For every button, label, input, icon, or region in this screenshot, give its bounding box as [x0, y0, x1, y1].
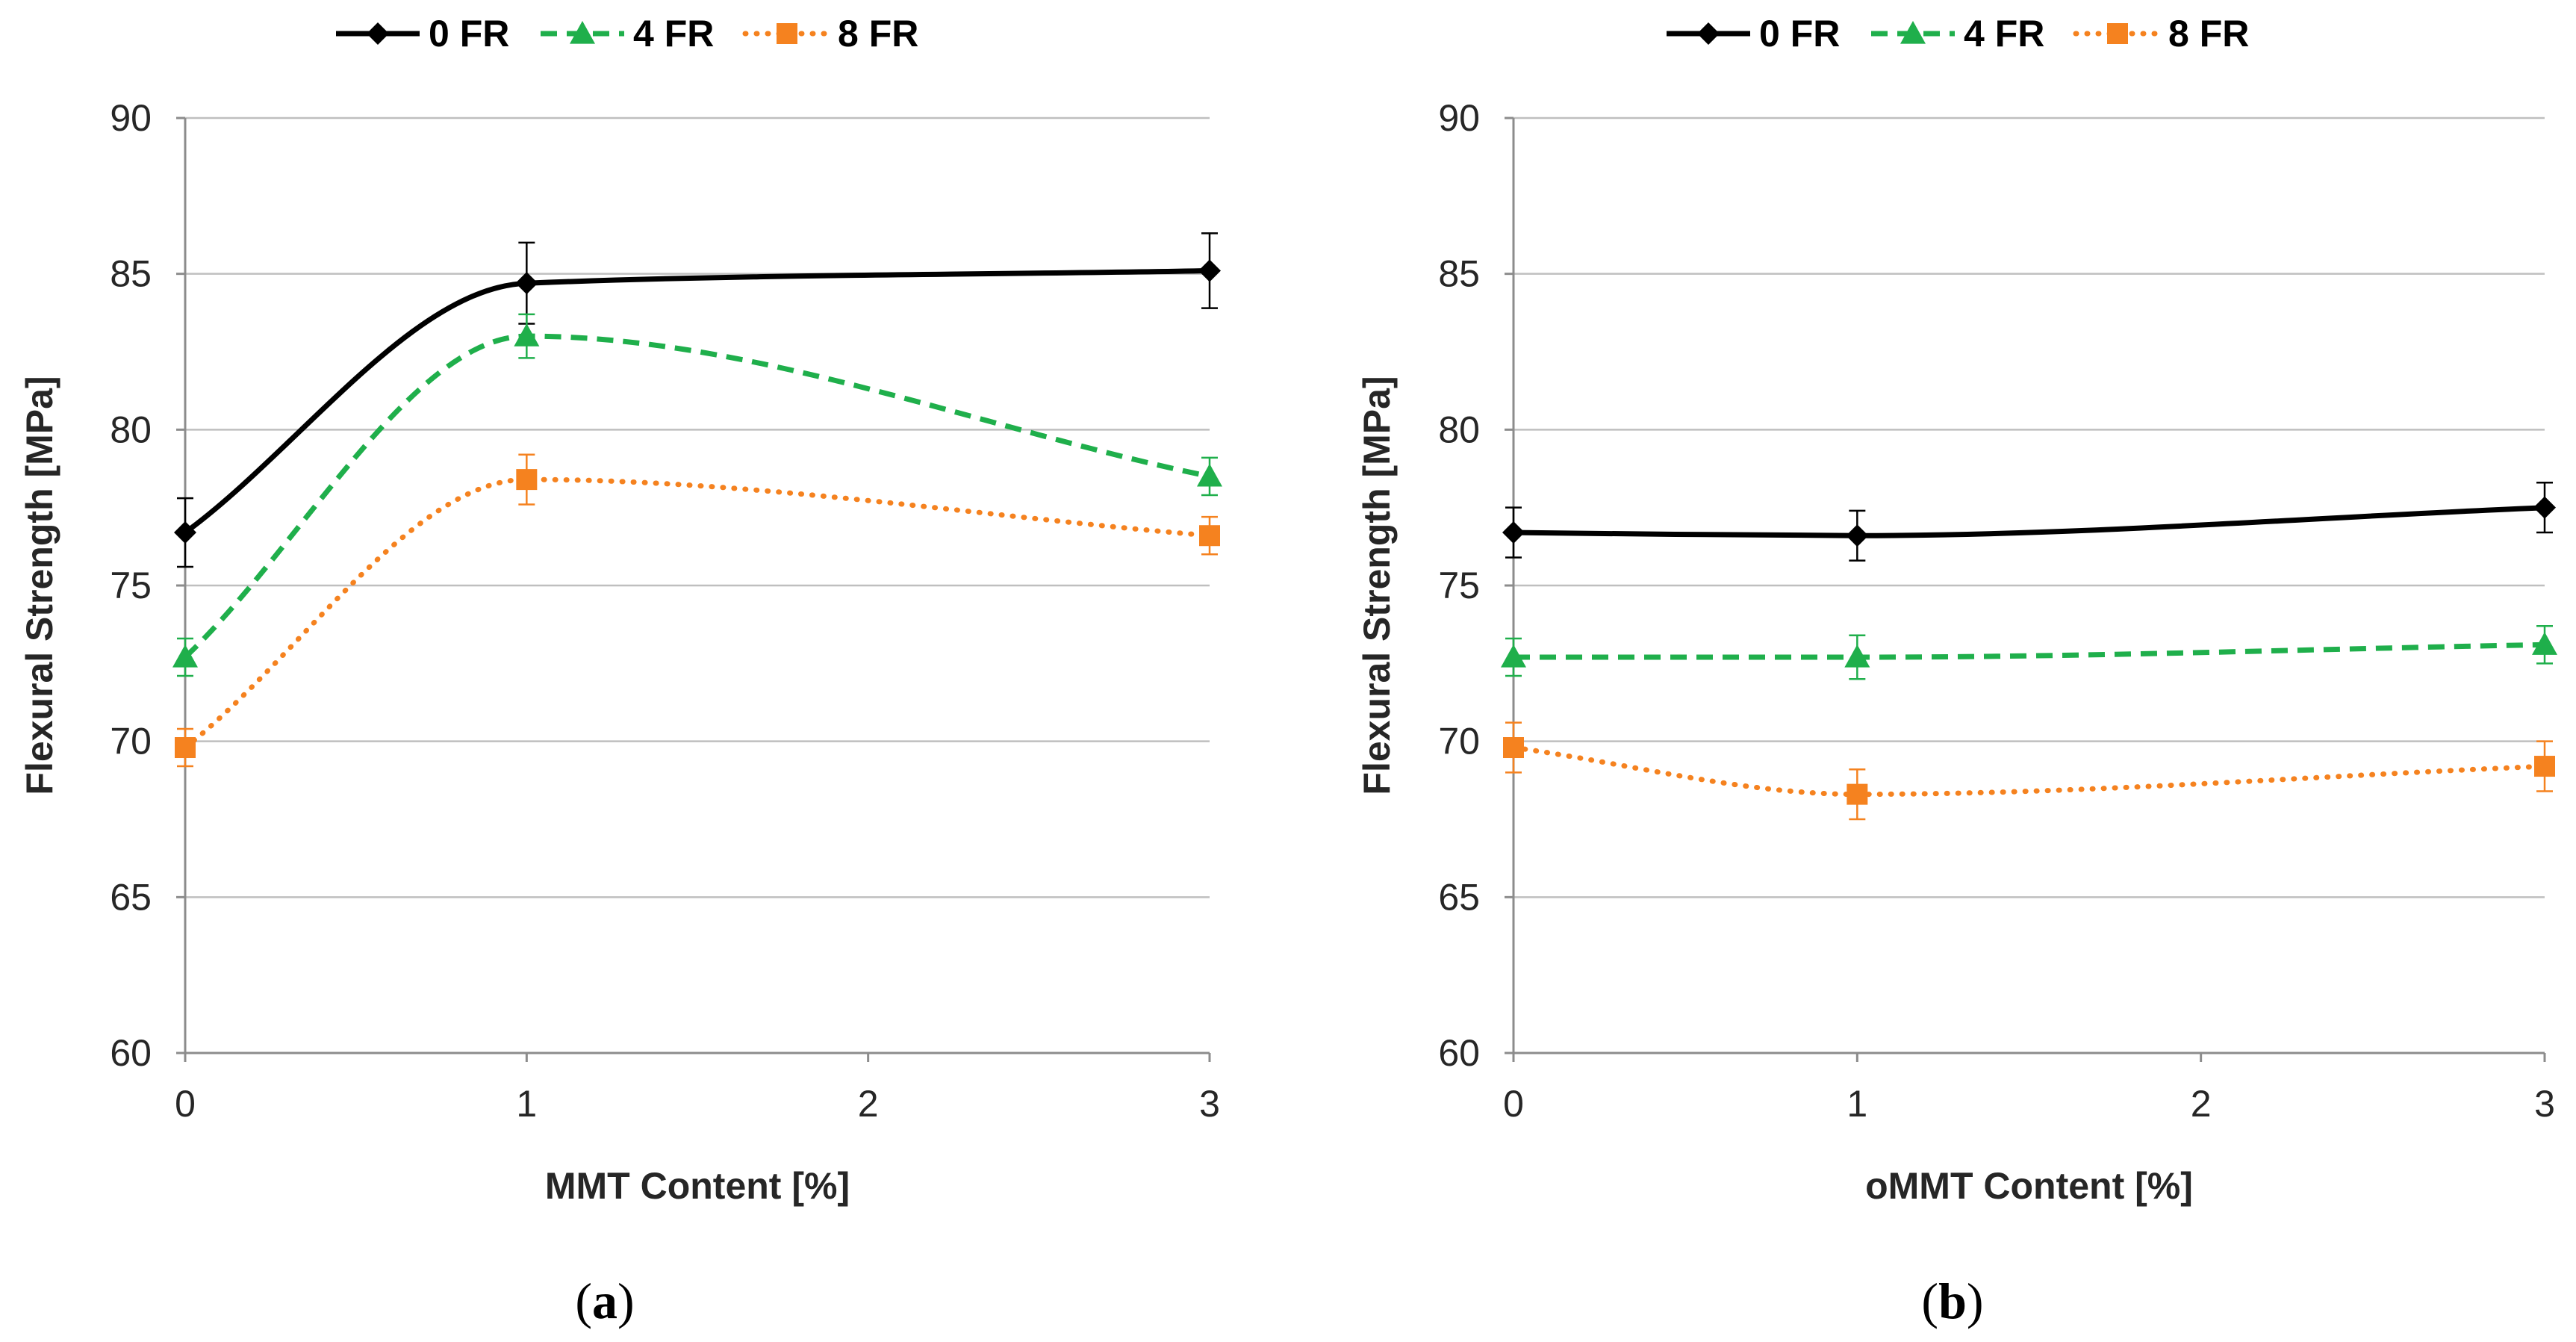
- panel-b-data-point-0-fr: [1502, 521, 1525, 544]
- panel-b-data-point-0-fr: [1846, 524, 1869, 547]
- panel-b-y-tick-label: 80: [1438, 408, 1480, 450]
- panel-b-legend-triangle-marker: [1900, 21, 1926, 44]
- panel-a-y-tick-label: 80: [110, 408, 152, 450]
- panel-a-x-tick-label: 1: [516, 1083, 537, 1125]
- panel-a-data-point-0-fr: [515, 272, 538, 295]
- panel-b-legend-diamond-marker: [1697, 22, 1720, 45]
- panel-a-series-line-4-fr: [183, 333, 1210, 659]
- panel-a-y-tick-label: 65: [110, 876, 152, 918]
- panel-b-data-point-4-fr: [2532, 632, 2557, 655]
- panel-a-legend: 0 FR 4 FR 8 FR: [336, 13, 918, 55]
- panel-b-caption: (b): [1921, 1273, 1983, 1329]
- panel-b-legend-item-0-fr: 0 FR: [1667, 13, 1840, 55]
- panel-a-y-axis-title: Flexural Strength [MPa]: [19, 376, 60, 795]
- panel-b-data-point-4-fr: [1844, 644, 1870, 668]
- panel-a-legend-square-marker: [777, 23, 797, 44]
- panel-a-legend-label: 4 FR: [633, 13, 714, 55]
- panel-b-x-tick-label: 3: [2534, 1083, 2555, 1125]
- panel-b-x-tick-label: 2: [2191, 1083, 2212, 1125]
- panel-b-data-point-8-fr: [2534, 756, 2555, 777]
- panel-b-legend: 0 FR 4 FR 8 FR: [1667, 13, 2249, 55]
- panel-a-legend-item-0-fr: 0 FR: [336, 13, 509, 55]
- panel-b-series-line-0-fr: [1513, 505, 2545, 538]
- panel-a-legend-item-8-fr: 8 FR: [742, 13, 918, 55]
- panel-b-data-point-0-fr: [2533, 496, 2556, 519]
- panel-a-legend-triangle-marker: [570, 21, 595, 44]
- panel-a-data-point-0-fr: [1198, 259, 1221, 282]
- panel-a-data-point-8-fr: [1199, 525, 1220, 547]
- panel-a-y-tick-label: 70: [110, 721, 152, 762]
- panel-b-legend-item-4-fr: 4 FR: [1871, 13, 2044, 55]
- panel-b-x-tick-label: 0: [1503, 1083, 1524, 1125]
- panel-b-legend-square-marker: [2107, 23, 2128, 44]
- panel-a-caption: (a): [575, 1273, 634, 1329]
- panel-b-y-tick-label: 70: [1438, 721, 1480, 762]
- panel-b-data-point-8-fr: [1503, 737, 1524, 759]
- panel-a-data-point-8-fr: [175, 737, 196, 759]
- panel-b-legend-label: 8 FR: [2168, 13, 2249, 55]
- panel-b-series-line-4-fr: [1513, 642, 2545, 660]
- panel-a-data-point-4-fr: [172, 644, 198, 668]
- panel-a-y-tick-label: 90: [110, 97, 152, 139]
- panel-b-y-tick-label: 85: [1438, 253, 1480, 295]
- panel-a-x-axis-title: MMT Content [%]: [545, 1165, 850, 1207]
- panel-a-legend-label: 0 FR: [429, 13, 509, 55]
- panel-b-y-tick-label: 60: [1438, 1032, 1480, 1074]
- panel-b-legend-item-8-fr: 8 FR: [2073, 13, 2249, 55]
- panel-b-y-tick-label: 90: [1438, 97, 1480, 139]
- panel-a-chart: 60 65 70 75 80 85 90 0 1 2 3 MMT Content [%] Flexura…: [19, 13, 1222, 1207]
- panel-b-data-point-4-fr: [1501, 644, 1526, 668]
- panel-a-x-tick-label: 0: [175, 1083, 196, 1125]
- panel-b-series-line-8-fr: [1511, 745, 2548, 798]
- panel-b-x-tick-label: 1: [1847, 1083, 1867, 1125]
- panel-b-legend-label: 4 FR: [1964, 13, 2044, 55]
- panel-b-y-tick-label: 75: [1438, 565, 1480, 606]
- panel-a-x-tick-label: 3: [1199, 1083, 1220, 1125]
- panel-b-y-tick-label: 65: [1438, 876, 1480, 918]
- panel-b-chart: 60 65 70 75 80 85 90 0 1 2 3 oMMT Content [%] Flexur…: [1356, 13, 2557, 1207]
- panel-a-data-point-4-fr: [514, 323, 540, 347]
- panel-a-legend-label: 8 FR: [838, 13, 918, 55]
- panel-a-y-tick-label: 85: [110, 253, 152, 295]
- panel-a-series-line-8-fr: [182, 476, 1213, 751]
- panel-a-x-tick-label: 2: [858, 1083, 879, 1125]
- panel-a-data-point-8-fr: [516, 469, 538, 491]
- panel-a-y-tick-label: 60: [110, 1032, 152, 1074]
- panel-a-legend-item-4-fr: 4 FR: [541, 13, 714, 55]
- panel-b-legend-label: 0 FR: [1759, 13, 1840, 55]
- panel-a-series-line-0-fr: [183, 268, 1210, 535]
- panel-b-data-point-8-fr: [1847, 783, 1868, 805]
- panel-a-data-point-4-fr: [1197, 463, 1222, 487]
- panel-b-y-axis-title: Flexural Strength [MPa]: [1356, 376, 1398, 795]
- panel-a-legend-diamond-marker: [367, 22, 389, 45]
- panel-b-x-axis-title: oMMT Content [%]: [1865, 1165, 2193, 1207]
- panel-a-y-tick-label: 75: [110, 565, 152, 606]
- panel-a-data-point-0-fr: [174, 521, 196, 544]
